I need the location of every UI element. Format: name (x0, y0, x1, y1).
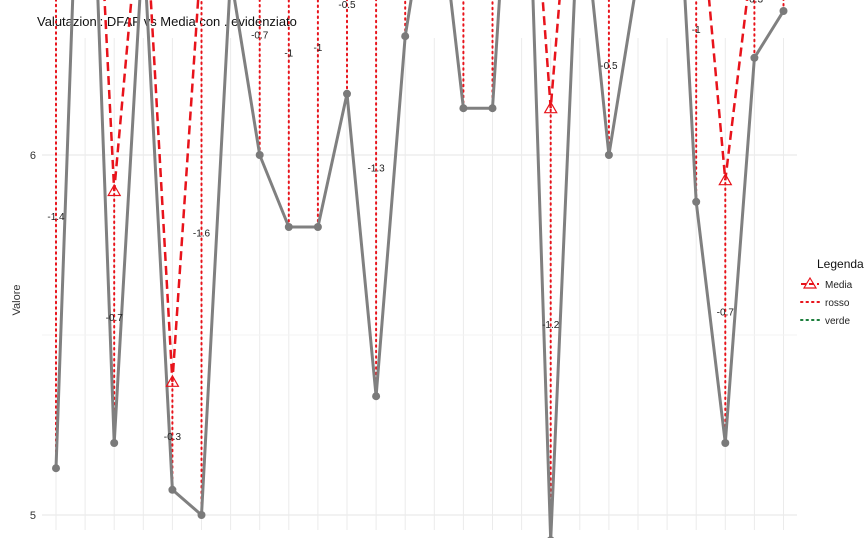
difference-labels: -1.4-0.1-0.7-0.2-0.3-1.6-0.6-0.7-1-1-0.5… (47, 0, 764, 443)
difference-label: -0.7 (717, 308, 735, 319)
dfaf-point (313, 223, 322, 231)
difference-label: -1.3 (367, 164, 385, 175)
dfaf-point (255, 151, 264, 159)
dfaf-point (52, 464, 60, 473)
dfaf-point (343, 89, 351, 98)
difference-label: -0.7 (251, 30, 269, 41)
dfaf-point (401, 32, 410, 41)
legend-label-media: Media (825, 280, 853, 291)
dfaf-point (110, 439, 119, 447)
dfaf-point (197, 511, 206, 519)
chart-title: Valutazioni: DFAF vs Media con . evidenz… (37, 14, 297, 29)
y-tick-label: 5 (30, 510, 36, 522)
difference-label: -1.2 (542, 320, 560, 331)
dfaf-series (52, 0, 788, 538)
dfaf-point (692, 197, 701, 206)
media-point (718, 172, 733, 186)
media-series (103, 0, 749, 387)
difference-label: -1 (313, 43, 322, 54)
dfaf-point (721, 439, 730, 447)
dfaf-point (284, 223, 293, 231)
dfaf-point (459, 104, 468, 113)
difference-label: -0.5 (600, 61, 618, 72)
legend-title: Legenda (817, 257, 864, 271)
difference-label: -1.4 (47, 212, 65, 223)
legend: Legenda Media rosso verde (800, 257, 864, 327)
difference-label: -0.3 (746, 0, 764, 5)
y-tick-label: 6 (30, 150, 36, 162)
dfaf-point (488, 104, 497, 113)
dfaf-point (779, 7, 788, 15)
dfaf-point (604, 151, 613, 159)
media-line (103, 0, 749, 382)
difference-label: -1.6 (193, 228, 211, 239)
difference-label: -1 (692, 25, 701, 36)
legend-label-verde: verde (825, 316, 850, 327)
y-axis-ticks: 567 (30, 150, 36, 522)
media-point (165, 374, 180, 387)
difference-segments (55, 0, 785, 538)
media-point (107, 183, 122, 197)
legend-label-rosso: rosso (825, 298, 850, 309)
legend-key-media (801, 276, 819, 289)
y-axis-label: Valore (11, 285, 23, 316)
difference-label: -0.3 (164, 432, 182, 443)
dfaf-point (372, 392, 381, 401)
difference-label: -1 (284, 48, 293, 59)
dfaf-point (168, 485, 177, 494)
dfaf-line (54, 0, 785, 538)
dfaf-point (750, 53, 759, 62)
difference-label: -0.7 (106, 313, 124, 324)
difference-label: -0.5 (338, 0, 356, 11)
media-point (543, 100, 558, 114)
